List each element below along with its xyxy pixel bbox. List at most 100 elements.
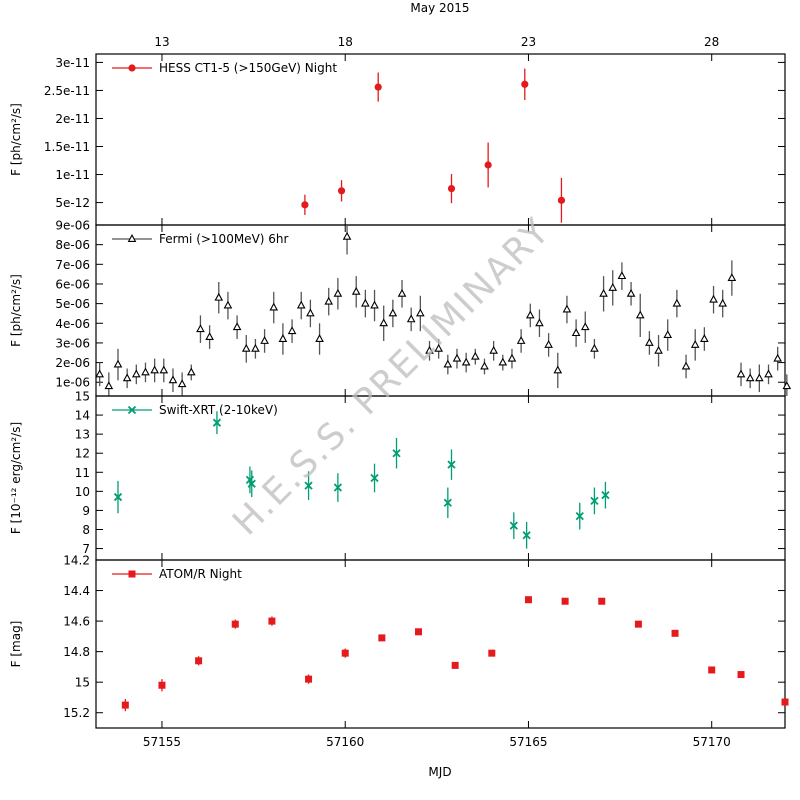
data-point (447, 460, 456, 469)
data-point (516, 336, 526, 344)
data-point (575, 512, 584, 521)
data-point (269, 302, 279, 311)
data-point (521, 80, 529, 88)
data-point (764, 369, 773, 378)
data-point (634, 620, 642, 628)
y-axis-label: F [mag] (9, 621, 23, 668)
y-tick-label: 14.4 (63, 584, 90, 598)
watermark-text: H.E.S.S. PRELIMINARY (225, 210, 558, 543)
data-point (315, 334, 324, 342)
data-point (782, 381, 792, 390)
mjd-tick-label: 57155 (143, 735, 181, 749)
data-point (488, 649, 496, 657)
data-point (287, 326, 297, 335)
panel-swift: 7 8 9 10 11 12 13 14 15 F [10⁻¹² erg/cm²/s] Swift-… (9, 390, 786, 561)
data-point (727, 273, 737, 282)
data-point (113, 359, 123, 368)
y-tick-label: 12 (75, 447, 90, 461)
data-point (104, 381, 114, 390)
data-point (159, 365, 169, 374)
y-tick-label: 11 (75, 466, 90, 480)
data-point (278, 334, 288, 342)
data-point (443, 498, 452, 507)
data-point (247, 479, 256, 488)
data-point (195, 657, 203, 665)
data-point (626, 288, 636, 297)
y-tick-label: 7 (82, 542, 90, 556)
date-tick-label: 28 (704, 35, 719, 49)
data-point (122, 373, 132, 382)
y-tick-label: 14.2 (63, 554, 90, 568)
mjd-tick-label: 57160 (326, 735, 364, 749)
data-point (509, 521, 518, 530)
data-point (522, 531, 531, 540)
data-point (425, 345, 434, 354)
panels: 5e-12 1e-11 1.5e-11 2e-11 2.5e-11 3e-11 F [ph/… (9, 53, 792, 729)
data-point (571, 328, 581, 337)
data-point (306, 308, 315, 317)
data-point (232, 322, 242, 331)
data-point (561, 597, 569, 605)
legend-label: ATOM/R Night (159, 567, 242, 581)
y-tick-label: 6e-06 (55, 277, 90, 291)
data-point (681, 361, 691, 370)
data-point (301, 201, 309, 209)
y-tick-label: 2e-11 (55, 112, 90, 126)
data-point (708, 666, 716, 674)
data-point (186, 367, 196, 376)
data-point (388, 308, 398, 317)
data-point (700, 334, 709, 342)
data-point (241, 343, 251, 352)
y-axis-label: F [ph/cm²/s] (9, 103, 23, 176)
data-point (370, 473, 379, 483)
data-point (378, 634, 386, 642)
data-point (525, 310, 535, 319)
y-tick-label: 14.8 (63, 645, 90, 659)
data-point (406, 314, 416, 323)
data-point (736, 369, 746, 378)
mjd-tick-label: 57165 (509, 735, 547, 749)
data-point (341, 649, 349, 657)
y-tick-label: 1.5e-11 (44, 140, 90, 154)
y-tick-label: 3e-11 (55, 56, 90, 70)
data-point (121, 701, 129, 709)
y-tick-label: 9 (82, 504, 90, 518)
data-point (451, 661, 459, 669)
legend-marker (128, 570, 136, 578)
y-tick-label: 1e-06 (55, 376, 90, 390)
y-tick-label: 9e-06 (55, 219, 90, 233)
data-point (131, 369, 141, 378)
data-point (737, 671, 745, 679)
y-tick-label: 2e-06 (55, 356, 90, 370)
data-point (177, 379, 187, 388)
y-tick-label: 14 (75, 409, 90, 423)
data-point (709, 294, 718, 303)
data-point (397, 288, 407, 297)
data-point (598, 597, 606, 605)
data-point (617, 271, 627, 280)
data-point (337, 187, 346, 195)
data-point (374, 83, 382, 91)
data-point (141, 367, 150, 376)
data-point (95, 369, 104, 378)
data-point (305, 675, 313, 683)
data-point (663, 330, 673, 339)
top-axis-title: May 2015 (410, 1, 469, 15)
legend-marker (127, 405, 137, 415)
data-point (416, 308, 425, 317)
data-point (654, 345, 663, 354)
data-point (671, 629, 679, 637)
data-point (223, 300, 233, 309)
mjd-tick-label: 57170 (693, 735, 731, 749)
data-point (599, 288, 608, 297)
data-point (447, 184, 456, 193)
data-point (150, 365, 159, 374)
data-point (480, 361, 489, 370)
data-point (672, 298, 682, 307)
panel-frame (95, 395, 786, 561)
y-tick-label: 1e-11 (55, 168, 90, 182)
data-point (333, 288, 343, 297)
date-tick-label: 13 (154, 35, 169, 49)
data-point (370, 300, 379, 309)
